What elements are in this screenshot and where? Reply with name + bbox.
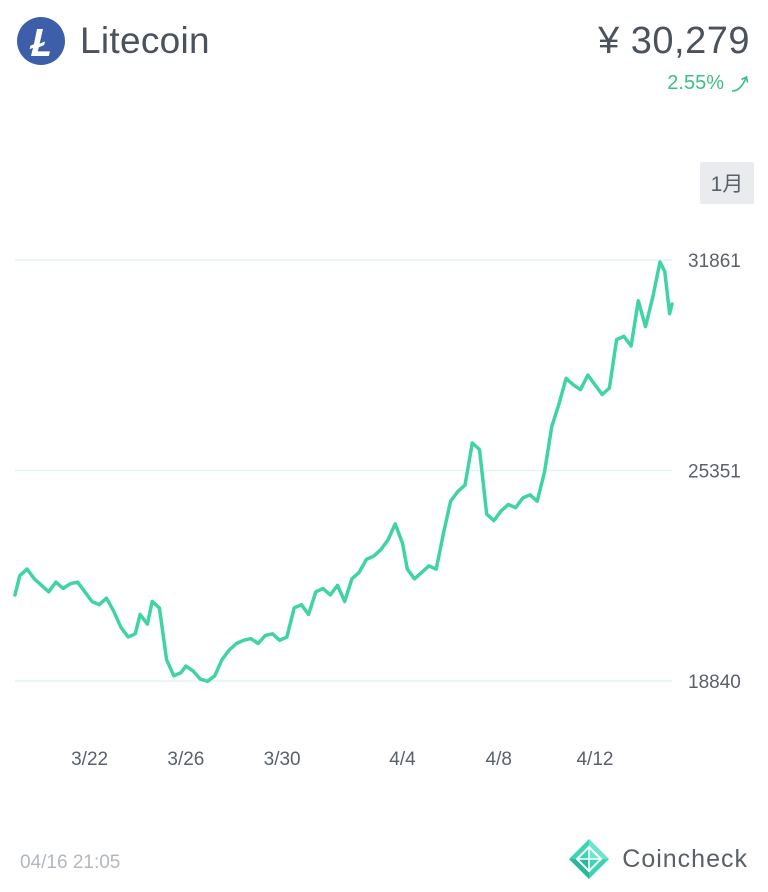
- brand-name: Coincheck: [622, 844, 748, 873]
- x-tick-label: 3/26: [167, 749, 204, 770]
- trend-up-arrow-icon: [731, 75, 749, 92]
- litecoin-logo-icon: [17, 17, 65, 65]
- x-tick-label: 3/30: [264, 749, 301, 770]
- price-change: 2.55%: [667, 72, 750, 95]
- price-series-line: [13, 260, 674, 684]
- coin-name: Litecoin: [80, 20, 210, 61]
- price-change-percent: 2.55%: [667, 72, 724, 94]
- current-price: ¥ 30,279: [598, 20, 750, 62]
- period-1-month-button[interactable]: 1月: [700, 162, 754, 204]
- x-tick-label: 4/12: [576, 749, 613, 770]
- brand-mark: Coincheck: [568, 838, 748, 880]
- x-tick-label: 4/4: [389, 749, 416, 770]
- coincheck-logo-icon: [569, 839, 610, 879]
- y-tick-label: 25351: [688, 461, 741, 482]
- y-tick-label: 31861: [688, 251, 741, 272]
- x-tick-label: 4/8: [486, 749, 512, 770]
- x-tick-label: 3/22: [71, 749, 108, 770]
- y-tick-label: 18840: [688, 672, 741, 693]
- last-updated-timestamp: 04/16 21:05: [20, 852, 121, 873]
